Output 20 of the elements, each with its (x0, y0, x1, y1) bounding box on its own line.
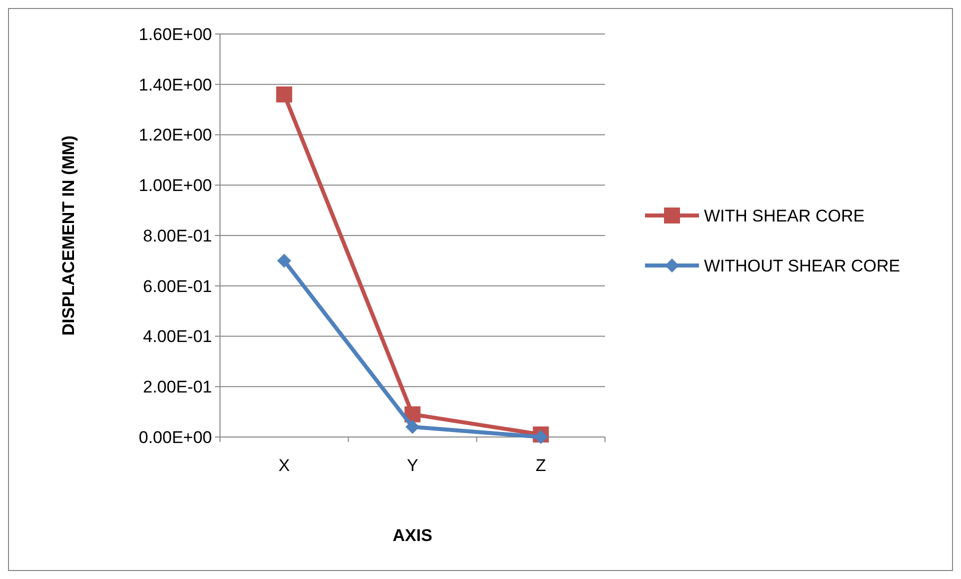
point (276, 86, 292, 102)
legend-label: WITHOUT SHEAR CORE (704, 256, 900, 276)
y-tick-label: 0.00E+00 (138, 428, 212, 447)
x-tick-label: Y (406, 456, 418, 475)
x-tick-label: Z (536, 456, 546, 475)
y-tick-label: 8.00E-01 (143, 226, 212, 246)
point (406, 420, 420, 434)
x-axis-title: AXIS (392, 526, 432, 545)
y-tick-label: 2.00E-01 (143, 378, 212, 397)
y-tick-label: 1.00E+00 (138, 176, 212, 196)
y-axis-title: DISPLACEMENT IN (MM) (59, 135, 78, 336)
y-tick-label: 4.00E-01 (143, 327, 212, 346)
point (277, 254, 292, 268)
legend-label: WITH SHEAR CORE (704, 206, 865, 226)
point (534, 430, 548, 444)
y-tick-label: 1.40E+00 (138, 75, 212, 94)
y-tick-label: 6.00E-01 (143, 276, 212, 296)
y-tick-label: 1.60E+00 (138, 24, 212, 44)
x-tick-label: X (278, 456, 290, 475)
y-tick-label: 1.20E+00 (138, 126, 212, 145)
